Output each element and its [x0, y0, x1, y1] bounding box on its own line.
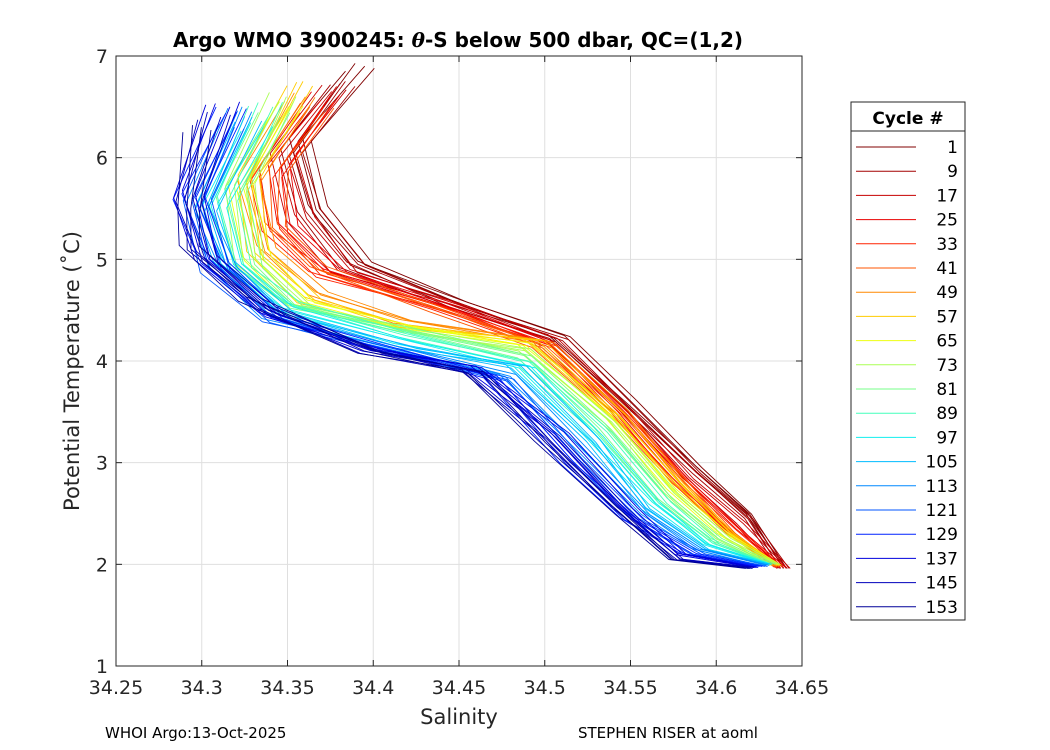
legend-entries: 1 9 17 25 33 41 49 57 65 73 81 89 97 105 113 121 129 137 1…	[856, 138, 958, 618]
legend-title: Cycle #	[872, 109, 943, 129]
legend-label-81: 81	[936, 380, 958, 400]
series-line-cycle-137	[203, 101, 759, 568]
legend-label-73: 73	[936, 356, 958, 376]
legend-label-89: 89	[936, 404, 958, 424]
series-line-cycle-33	[281, 101, 784, 568]
series-line-cycle-65	[251, 105, 782, 566]
legend-label-57: 57	[936, 307, 958, 327]
series-line-cycle-89	[216, 102, 771, 565]
legend-label-25: 25	[936, 211, 958, 231]
series-line-cycle-17	[295, 89, 791, 569]
y-tick-label: 1	[96, 656, 108, 678]
x-tick-label: 34.45	[432, 677, 486, 699]
legend-label-113: 113	[926, 477, 958, 497]
series-line-cycle-153	[198, 129, 753, 569]
footer-credit: STEPHEN RISER at aoml	[578, 724, 758, 742]
series-line-cycle-153	[177, 132, 746, 569]
x-tick-label: 34.35	[260, 677, 314, 699]
legend-label-9: 9	[947, 162, 958, 182]
x-tick-label: 34.65	[775, 677, 829, 699]
series-line-cycle-73	[254, 96, 780, 565]
series-line-cycle-137	[194, 106, 756, 568]
series-line-cycle-145	[175, 119, 752, 568]
series-line-cycle-41	[284, 107, 779, 567]
y-axis-label: Potential Temperature (˚C)	[60, 231, 84, 511]
y-tick-label: 6	[96, 148, 108, 170]
series-line-cycle-41	[276, 111, 776, 567]
series-line-cycle-81	[247, 112, 776, 565]
chart-title-prefix: Argo WMO 3900245:	[173, 28, 412, 52]
legend-label-41: 41	[936, 259, 958, 279]
x-axis-label: Salinity	[420, 705, 498, 729]
legend-label-49: 49	[936, 283, 958, 303]
legend-label-121: 121	[926, 501, 958, 521]
y-tick-label: 4	[96, 351, 108, 373]
y-tick-label: 2	[96, 554, 108, 576]
series-line-cycle-1	[288, 70, 781, 569]
series-line-cycle-9	[302, 86, 790, 569]
y-tick-label: 5	[96, 249, 108, 271]
legend-label-145: 145	[926, 574, 958, 594]
axis-ticks: 34.25 34.3 34.35 34.4 34.45 34.5 34.55 34.6 34.6…	[89, 46, 829, 699]
legend-label-17: 17	[936, 186, 958, 206]
series-line-cycle-17	[286, 86, 788, 569]
legend-label-129: 129	[926, 525, 958, 545]
series-line-cycle-89	[237, 102, 772, 565]
series-line-cycle-105	[216, 120, 771, 565]
legend-label-105: 105	[926, 453, 958, 473]
legend-label-137: 137	[926, 549, 958, 569]
series-line-cycle-49	[259, 97, 780, 567]
chart-title-theta: θ	[412, 28, 426, 52]
legend-label-153: 153	[926, 598, 958, 618]
series-line-cycle-81	[224, 116, 771, 565]
series-line-cycle-153	[190, 127, 750, 569]
legend-box	[850, 101, 966, 621]
footer-source: WHOI Argo:13-Oct-2025	[105, 724, 287, 742]
legend-label-33: 33	[936, 235, 958, 255]
series-line-cycle-113	[199, 106, 767, 566]
series-line-cycle-41	[260, 112, 776, 567]
x-tick-label: 34.55	[603, 677, 657, 699]
y-tick-label: 7	[96, 46, 108, 68]
legend-label-1: 1	[947, 138, 958, 158]
series-line-cycle-25	[289, 94, 786, 568]
x-tick-label: 34.25	[89, 677, 143, 699]
series-line-cycle-1	[310, 68, 787, 569]
series-line-cycle-81	[215, 112, 768, 565]
series-line-cycle-89	[207, 105, 769, 565]
series-line-cycle-81	[238, 116, 773, 565]
series-line-cycle-113	[208, 111, 770, 566]
x-tick-label: 34.6	[695, 677, 737, 699]
chart-title-suffix: -S below 500 dbar, QC=(1,2)	[425, 28, 743, 52]
series-line-cycle-145	[184, 111, 754, 568]
legend-label-65: 65	[936, 332, 958, 352]
legend: Cycle # 1 9 17 25 33 41 49 57 65 73 81 89 97 105 113 12…	[850, 101, 966, 621]
chart-title: Argo WMO 3900245: θ-S below 500 dbar, QC…	[173, 28, 743, 52]
y-tick-label: 3	[96, 453, 108, 475]
series-line-cycle-137	[181, 103, 757, 568]
series-line-cycle-65	[227, 101, 769, 566]
series-line-cycle-97	[226, 126, 772, 565]
x-tick-label: 34.4	[352, 677, 394, 699]
x-tick-label: 34.5	[524, 677, 566, 699]
series-lines	[172, 63, 791, 569]
x-tick-label: 34.3	[181, 677, 223, 699]
legend-label-97: 97	[936, 428, 958, 448]
series-line-cycle-41	[268, 106, 779, 567]
